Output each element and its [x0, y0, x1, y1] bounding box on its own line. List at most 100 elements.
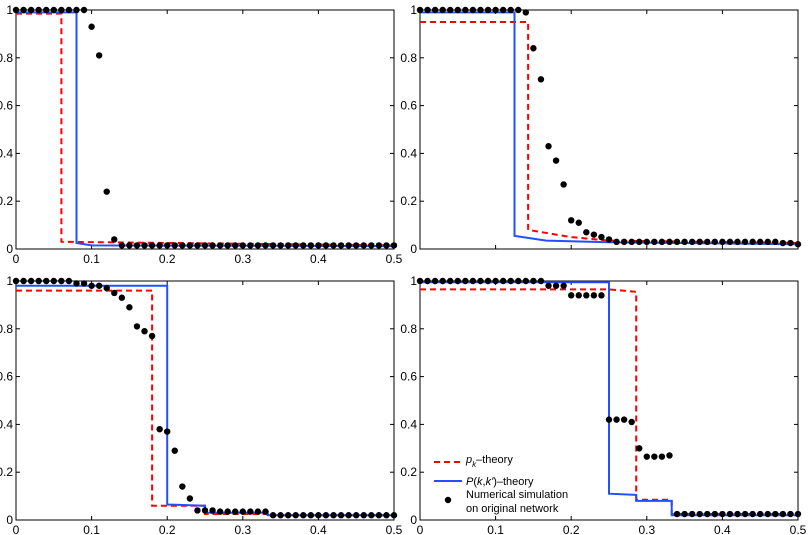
- simulation-point: [568, 217, 575, 224]
- y-tick-label: 1: [6, 274, 13, 288]
- simulation-point: [575, 292, 582, 299]
- simulation-points: [12, 277, 398, 519]
- simulation-point: [315, 512, 322, 519]
- simulation-point: [673, 238, 681, 246]
- simulation-point: [50, 277, 57, 285]
- pkk-theory-line: [16, 284, 394, 517]
- simulation-point: [118, 294, 126, 301]
- x-tick-label: 0.3: [234, 252, 251, 266]
- simulation-point: [194, 507, 201, 514]
- simulation-point: [133, 242, 141, 249]
- simulation-point: [666, 452, 673, 459]
- simulation-point: [12, 277, 20, 285]
- simulation-point: [322, 242, 330, 249]
- legend-pk-label: pk–theory: [465, 454, 513, 469]
- simulation-point: [353, 512, 360, 519]
- simulation-point: [368, 512, 375, 519]
- simulation-point: [216, 242, 224, 249]
- simulation-point: [688, 238, 696, 246]
- simulation-point: [424, 6, 431, 14]
- simulation-point: [111, 236, 118, 243]
- simulation-point: [757, 238, 764, 246]
- simulation-point: [375, 242, 383, 249]
- simulation-point: [103, 188, 110, 195]
- legend-sim-label-line2: on original network: [466, 503, 559, 515]
- simulation-point: [719, 510, 726, 518]
- simulation-point: [65, 6, 73, 14]
- simulation-point: [88, 282, 95, 289]
- simulation-point: [201, 507, 209, 514]
- simulation-point: [628, 238, 635, 246]
- simulation-point: [239, 508, 246, 515]
- simulation-point: [141, 242, 148, 249]
- y-tick-label: 0.2: [0, 194, 13, 208]
- simulation-point: [643, 453, 650, 460]
- simulation-point: [284, 242, 292, 249]
- pk-theory-line: [16, 12, 395, 247]
- simulation-point: [224, 508, 231, 515]
- simulation-point: [613, 238, 620, 246]
- simulation-point: [43, 6, 50, 14]
- axes-frame: [419, 280, 799, 521]
- legend-pkk-label: P(k,k')–theory: [466, 476, 534, 488]
- simulation-point: [492, 277, 499, 285]
- simulation-point: [772, 238, 779, 246]
- simulation-points: [416, 277, 802, 518]
- simulation-point: [484, 6, 492, 14]
- axes-frame: [15, 280, 395, 521]
- simulation-point: [575, 219, 582, 226]
- simulation-point: [439, 6, 446, 14]
- simulation-point: [390, 512, 398, 519]
- simulation-point: [794, 510, 802, 518]
- simulation-point: [447, 6, 454, 14]
- simulation-point: [126, 304, 133, 311]
- simulation-point: [300, 512, 307, 519]
- y-tick-label: 0.8: [400, 51, 417, 65]
- simulation-point: [353, 242, 360, 249]
- simulation-point: [73, 6, 80, 14]
- simulation-point: [431, 277, 439, 285]
- simulation-point: [50, 6, 57, 14]
- simulation-point: [103, 284, 110, 292]
- simulation-point: [126, 242, 133, 249]
- y-tick-label: 1: [410, 3, 417, 17]
- simulation-point: [530, 277, 537, 285]
- y-tick-label: 0: [410, 513, 417, 527]
- simulation-point: [171, 447, 178, 454]
- y-tick-label: 0.6: [400, 99, 417, 113]
- simulation-point: [330, 242, 337, 249]
- simulation-point: [201, 242, 209, 249]
- simulation-point: [20, 277, 27, 285]
- simulation-point: [726, 238, 734, 246]
- simulation-point: [232, 242, 239, 249]
- y-tick-label: 0.6: [400, 370, 417, 384]
- simulation-point: [337, 512, 345, 519]
- simulation-point: [658, 453, 666, 460]
- y-tick-label: 0.2: [400, 465, 417, 479]
- simulation-point: [560, 282, 567, 289]
- x-tick-label: 0.2: [563, 523, 580, 535]
- simulation-point: [133, 323, 141, 330]
- simulation-point: [254, 242, 262, 249]
- simulation-point: [439, 277, 446, 285]
- x-tick-label: 0.1: [487, 523, 504, 535]
- simulation-point: [383, 512, 390, 519]
- simulation-point: [164, 428, 171, 435]
- simulation-point: [447, 277, 454, 285]
- simulation-point: [360, 512, 367, 519]
- simulation-point: [552, 157, 560, 164]
- simulation-point: [416, 6, 424, 14]
- simulation-point: [284, 512, 292, 519]
- simulation-point: [477, 277, 484, 285]
- y-tick-label: 0: [6, 513, 13, 527]
- x-tick-label: 0: [13, 523, 20, 535]
- simulation-point: [254, 508, 262, 515]
- simulation-point: [620, 238, 628, 246]
- simulation-point: [35, 277, 42, 285]
- y-tick-label: 1: [6, 3, 13, 17]
- simulation-point: [424, 277, 431, 285]
- x-tick-label: 0.5: [790, 523, 807, 535]
- simulation-point: [462, 277, 469, 285]
- simulation-point: [704, 238, 711, 246]
